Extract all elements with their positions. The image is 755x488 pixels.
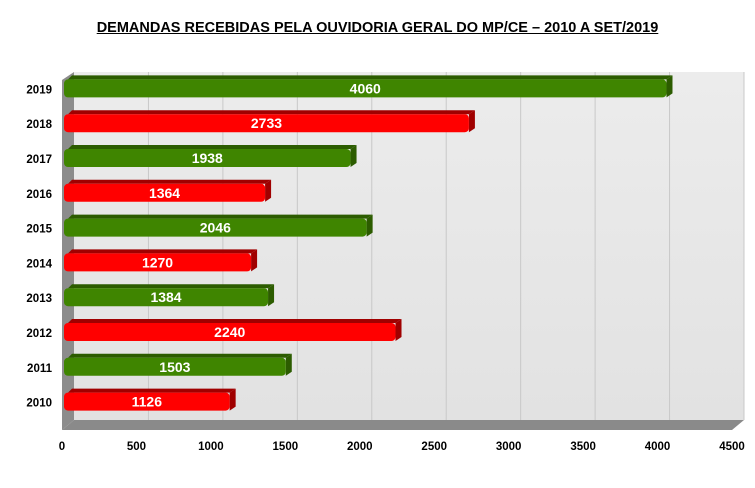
y-tick-label: 2014: [26, 258, 52, 270]
x-tick-label: 4500: [719, 441, 745, 453]
bar: [64, 288, 269, 307]
x-tick-label: 1500: [273, 441, 299, 453]
y-tick-label: 2019: [26, 84, 52, 96]
y-tick-label: 2013: [26, 293, 52, 305]
bar-2011: 1503: [64, 353, 292, 376]
bar-top-face: [68, 249, 258, 254]
bar-top-face: [68, 284, 275, 289]
bar-top-face: [68, 75, 673, 80]
bar-top-face: [68, 145, 357, 149]
bar: [64, 149, 351, 167]
bar-top-face: [68, 214, 373, 219]
bar-2019: 4060: [64, 75, 673, 98]
data-label: 1503: [159, 359, 190, 375]
bar-end-face: [366, 214, 373, 237]
y-tick-label: 2010: [26, 398, 52, 410]
y-tick-label: 2017: [26, 154, 52, 166]
bar: [64, 392, 230, 411]
x-tick-label: 2000: [347, 441, 373, 453]
data-label: 1364: [149, 185, 180, 201]
x-tick-label: 500: [127, 441, 146, 453]
x-tick-label: 3000: [496, 441, 522, 453]
bar-top-face: [68, 110, 475, 115]
bar: [64, 183, 266, 202]
bar-end-face: [251, 249, 258, 272]
data-label: 2240: [214, 324, 245, 340]
x-tick-label: 3500: [570, 441, 596, 453]
bar-end-face: [285, 353, 292, 376]
chart-title: DEMANDAS RECEBIDAS PELA OUVIDORIA GERAL …: [96, 20, 659, 36]
x-tick-label: 0: [59, 441, 65, 453]
bar: [64, 114, 469, 133]
bar: [64, 323, 396, 341]
bar: [64, 79, 667, 98]
y-tick-label: 2015: [26, 224, 52, 236]
bar-2017: 1938: [64, 145, 357, 167]
bar: [64, 357, 286, 376]
floor: [62, 420, 744, 430]
bar-2015: 2046: [64, 214, 373, 237]
bar-top-face: [68, 319, 402, 323]
data-label: 1938: [192, 150, 223, 166]
bar-end-face: [350, 145, 357, 167]
bar-end-face: [395, 319, 402, 341]
data-label: 2046: [200, 220, 231, 236]
x-tick-label: 4000: [645, 441, 671, 453]
bar-end-face: [229, 388, 236, 411]
y-tick-label: 2016: [26, 189, 52, 201]
data-label: 4060: [350, 80, 381, 96]
data-label: 1270: [142, 254, 173, 270]
y-tick-label: 2012: [26, 328, 52, 340]
bar-end-face: [268, 284, 275, 307]
bar-2012: 2240: [64, 319, 402, 341]
data-label: 1384: [150, 289, 181, 305]
x-tick-label: 1000: [198, 441, 224, 453]
data-label: 1126: [132, 394, 163, 410]
bar-end-face: [468, 110, 475, 133]
bar-top-face: [68, 353, 292, 358]
bar-end-face: [265, 179, 272, 202]
data-label: 2733: [251, 115, 282, 131]
x-tick-label: 2500: [421, 441, 447, 453]
bar-2010: 1126: [64, 388, 236, 411]
bar-end-face: [666, 75, 673, 98]
bar: [64, 218, 367, 237]
y-tick-label: 2011: [27, 363, 53, 375]
bar-2018: 2733: [64, 110, 475, 133]
bar-top-face: [68, 388, 236, 393]
bar-top-face: [68, 179, 272, 184]
bar-2016: 1364: [64, 179, 272, 202]
y-tick-label: 2018: [26, 119, 52, 131]
bar-2014: 1270: [64, 249, 258, 272]
bar: [64, 253, 252, 272]
bar-2013: 1384: [64, 284, 275, 307]
